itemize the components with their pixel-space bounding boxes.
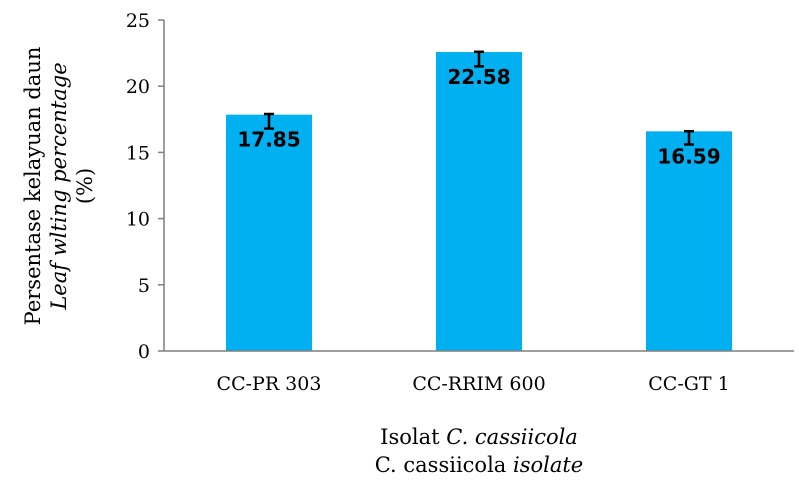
y-tick-label: 25 (126, 10, 150, 32)
x-axis-title-line1-italic: C. cassiicola (446, 425, 578, 449)
y-axis-title: Persentase kelayuan daun Leaf wlting per… (21, 47, 97, 326)
y-tick-label: 0 (138, 341, 150, 363)
error-bars (264, 50, 694, 146)
data-label: 16.59 (657, 144, 720, 168)
y-axis-title-line2: Leaf wlting percentage (47, 62, 71, 310)
error-bar (264, 112, 274, 130)
error-bar (474, 50, 484, 68)
x-axis-categories: CC-PR 303 CC-RRIM 600 CC-GT 1 (217, 373, 730, 395)
y-axis-title-line1: Persentase kelayuan daun (21, 47, 45, 326)
bars (225, 52, 733, 351)
data-label: 22.58 (447, 65, 510, 89)
y-tick-label: 5 (138, 275, 150, 297)
bar (225, 114, 313, 351)
bar (435, 52, 523, 351)
y-tick-label: 10 (126, 209, 150, 231)
data-labels: 17.85 22.58 16.59 (237, 65, 720, 168)
x-category-label: CC-GT 1 (648, 373, 729, 395)
error-bar (684, 129, 694, 146)
x-axis-title-line2-normal: C. cassiicola (375, 453, 513, 477)
x-axis-title-line1-normal: Isolat (380, 425, 446, 449)
x-axis-title-line2: C. cassiicola isolate (375, 453, 584, 477)
y-tick-label: 15 (126, 142, 150, 164)
x-axis-title-line1: Isolat C. cassiicola (380, 425, 578, 449)
data-label: 17.85 (237, 128, 300, 152)
bar (645, 131, 733, 351)
y-axis-ticks: 0 5 10 15 20 25 (126, 10, 164, 363)
x-category-label: CC-RRIM 600 (412, 373, 545, 395)
y-axis-title-line3: (%) (73, 168, 97, 204)
x-axis-title-line2-italic: isolate (513, 453, 583, 477)
y-tick-label: 20 (126, 76, 150, 98)
x-category-label: CC-PR 303 (217, 373, 322, 395)
